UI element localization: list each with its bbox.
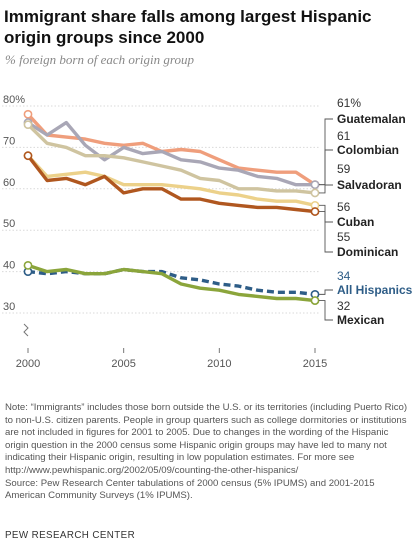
series-value-label: 55 [337,230,351,244]
x-axis-ticks: 2000 2005 2010 2015 [16,348,327,370]
y-tick-label: 80% [3,94,25,106]
gridlines [2,105,320,314]
x-tick-label: 2015 [303,358,327,370]
chart-subtitle: % foreign born of each origin group [5,52,194,67]
series-lines [23,109,320,305]
note-text: Note: “Immigrants” includes those born o… [5,402,408,476]
x-tick-label: 2000 [16,358,40,370]
series-line-guatemalan [26,112,317,187]
chart-title: Immigrant share falls among largest Hisp… [4,7,372,47]
label-leader-line [319,149,333,186]
series-name-label: All Hispanics [337,283,413,297]
series-name-label: Guatemalan [337,112,406,126]
line-chart: 30 40 50 60 70 80% 2000 2005 2010 2015 61% Guatem… [2,94,413,370]
axis-break-mark [23,323,29,337]
x-tick-label: 2010 [207,358,231,370]
series-value-label: 32 [337,299,351,313]
label-leader-line [319,204,333,223]
label-brackets [319,118,333,321]
series-name-label: Salvadoran [337,178,402,192]
series-end-point [310,188,320,198]
series-value-label: 34 [337,269,351,283]
series-line-cuban [26,153,317,208]
series-name-label: Dominican [337,245,398,259]
series-name-label: Cuban [337,215,374,229]
series-value-label: 59 [337,162,351,176]
y-tick-label: 60 [3,177,15,189]
x-tick-label: 2005 [111,358,135,370]
y-axis-break [23,323,29,337]
label-leader-line [319,184,333,194]
series-value-label: 61% [337,96,361,110]
series-value-label: 61 [337,129,351,143]
series-value-label: 56 [337,200,351,214]
label-leader-line [319,289,333,295]
series-start-point [23,120,33,130]
series-start-point [23,151,33,161]
series-line-mexican [26,263,317,303]
chart-notes: Note: “Immigrants” includes those born o… [5,402,410,503]
series-name-label: Mexican [337,313,384,327]
series-line-salvadoran [26,122,317,195]
series-end-point [310,207,320,216]
y-axis-ticks: 30 40 50 60 70 80% [3,94,25,313]
y-tick-label: 70 [3,135,15,147]
series-end-point [310,180,320,190]
label-leader-line [319,118,333,186]
y-tick-label: 50 [3,218,15,230]
brand-footer: PEW RESEARCH CENTER [5,530,136,541]
series-start-point [23,260,33,270]
series-line-all-hispanics [27,267,316,297]
series-name-label: Colombian [337,143,399,157]
y-tick-label: 30 [3,301,15,313]
label-leader-line [319,211,333,253]
label-leader-line [319,300,333,321]
y-tick-label: 40 [3,260,15,272]
source-text: Source: Pew Research Center tabulations … [5,477,375,502]
series-line-colombian [26,120,317,187]
series-start-point [23,109,33,119]
series-line-dominican [26,153,317,214]
series-end-point [310,296,320,305]
